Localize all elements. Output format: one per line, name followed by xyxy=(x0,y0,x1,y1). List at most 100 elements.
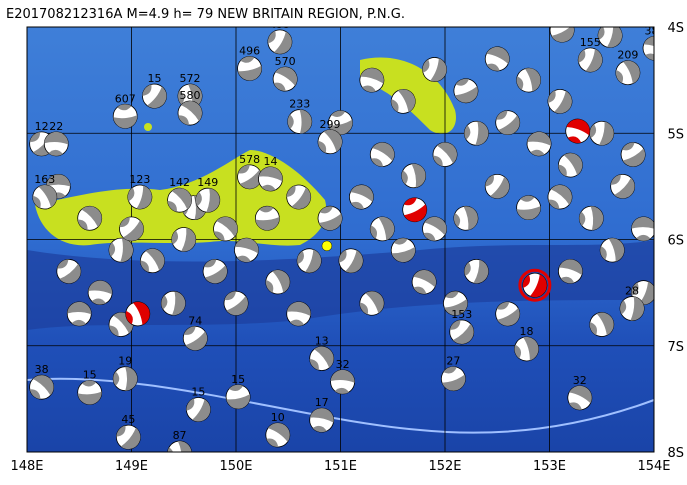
ball-quadrant xyxy=(560,276,575,284)
ball-quadrant xyxy=(286,185,296,197)
ball-quadrant xyxy=(309,358,319,371)
depth-label: 299 xyxy=(320,118,341,131)
ball-quadrant xyxy=(203,259,217,268)
ball-quadrant xyxy=(365,291,384,314)
ball-quadrant xyxy=(424,216,447,236)
beachball xyxy=(127,184,153,210)
ball-quadrant xyxy=(579,211,586,226)
beachball xyxy=(142,83,167,109)
ball-quadrant xyxy=(185,331,208,351)
ball-quadrant xyxy=(370,225,378,239)
ball-quadrant xyxy=(117,104,132,111)
ball-quadrant xyxy=(120,427,141,450)
ball-quadrant xyxy=(331,110,346,118)
ball-quadrant xyxy=(123,220,144,241)
ball-quadrant xyxy=(486,63,500,71)
beachball xyxy=(265,269,291,295)
beachball xyxy=(66,301,92,327)
ball-quadrant xyxy=(206,188,220,213)
ball-quadrant xyxy=(645,53,654,61)
beachball xyxy=(213,216,238,242)
ball-quadrant xyxy=(391,247,416,263)
ball-quadrant xyxy=(397,89,416,113)
beachball xyxy=(77,380,103,405)
beachball xyxy=(296,248,322,274)
ball-quadrant xyxy=(240,56,255,63)
ball-quadrant xyxy=(172,291,186,316)
beachball xyxy=(167,187,192,213)
beachball xyxy=(195,187,221,213)
ball-quadrant xyxy=(445,291,459,299)
ball-quadrant xyxy=(142,84,152,96)
beachball xyxy=(182,325,208,351)
depth-label: 15 xyxy=(191,386,205,399)
ball-quadrant xyxy=(237,65,262,81)
beachball xyxy=(223,290,249,316)
ball-quadrant xyxy=(186,398,195,411)
ball-quadrant xyxy=(350,185,374,202)
depth-label: 13 xyxy=(315,335,329,348)
lon-label: 148E xyxy=(10,459,43,474)
beachball xyxy=(112,366,138,392)
depth-label: 12 xyxy=(35,120,49,133)
ball-quadrant xyxy=(622,148,646,167)
ball-quadrant xyxy=(403,197,417,206)
beachball xyxy=(547,184,573,210)
lon-label: 151E xyxy=(324,459,357,474)
ball-quadrant xyxy=(77,391,102,405)
ball-quadrant xyxy=(272,270,290,293)
ball-quadrant xyxy=(38,185,57,208)
beachball xyxy=(267,29,293,55)
ball-quadrant xyxy=(423,232,436,241)
ball-quadrant xyxy=(275,67,298,86)
beachball xyxy=(558,258,583,284)
ball-quadrant xyxy=(371,158,384,167)
beachball xyxy=(167,440,192,452)
ball-quadrant xyxy=(614,177,635,199)
beachball xyxy=(547,88,573,114)
ball-quadrant xyxy=(589,124,597,139)
ball-quadrant xyxy=(442,374,466,391)
depth-label: 580 xyxy=(180,89,201,102)
ball-quadrant xyxy=(258,166,283,182)
ball-quadrant xyxy=(177,441,192,452)
ball-quadrant xyxy=(449,320,461,330)
depth-label: 18 xyxy=(520,325,534,338)
ball-quadrant xyxy=(527,131,552,146)
ball-quadrant xyxy=(133,301,150,325)
beachball xyxy=(237,164,262,190)
ball-quadrant xyxy=(319,206,333,214)
beachball xyxy=(453,78,479,104)
ball-quadrant xyxy=(643,36,654,53)
ball-quadrant xyxy=(496,110,508,120)
ball-quadrant xyxy=(497,308,520,326)
ball-quadrant xyxy=(192,399,211,422)
beachball xyxy=(422,216,447,242)
beachball xyxy=(495,110,521,136)
ball-quadrant xyxy=(622,60,640,84)
ball-quadrant xyxy=(48,149,63,156)
ball-quadrant xyxy=(171,230,179,245)
beachball xyxy=(177,100,203,126)
beachball xyxy=(558,152,583,178)
ball-quadrant xyxy=(401,170,408,185)
ball-quadrant xyxy=(608,238,625,262)
beachball xyxy=(309,407,335,433)
ball-quadrant xyxy=(171,188,192,210)
beachball xyxy=(516,195,541,221)
ball-quadrant xyxy=(585,48,603,72)
beachball xyxy=(549,27,575,43)
beachball xyxy=(258,166,283,192)
ball-quadrant xyxy=(29,131,41,142)
ball-quadrant xyxy=(273,31,292,54)
ball-quadrant xyxy=(551,27,575,43)
ball-quadrant xyxy=(485,174,494,187)
depth-label: 209 xyxy=(617,49,638,62)
lat-label: 5S xyxy=(667,127,684,142)
ball-quadrant xyxy=(600,246,607,260)
beachball xyxy=(177,83,203,109)
ball-quadrant xyxy=(391,99,399,113)
beachball xyxy=(589,312,615,337)
beachball xyxy=(411,269,437,295)
